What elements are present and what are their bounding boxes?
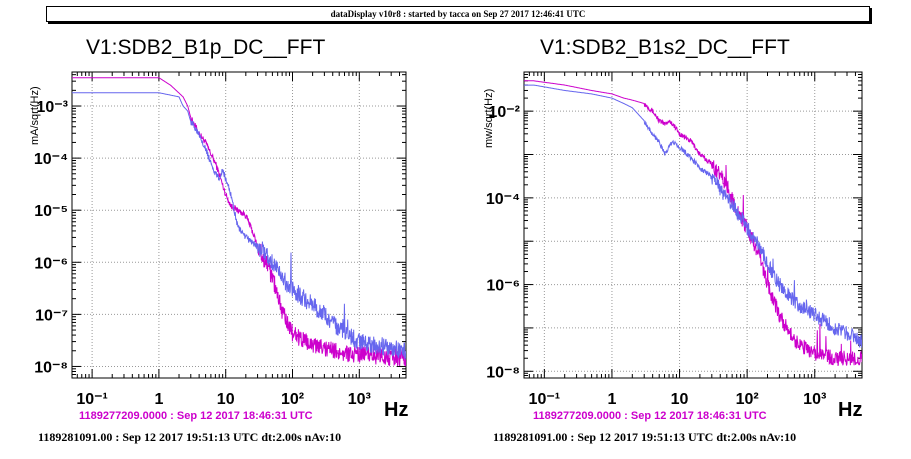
x-tick-label: 10²: [281, 391, 304, 408]
x-axis-label-right: Hz: [838, 399, 862, 421]
x-tick-label: 10²: [736, 391, 759, 408]
x-tick-label: 10⁻¹: [529, 391, 561, 408]
y-axis-label-left: mA/sqrt(Hz): [29, 86, 41, 145]
series-group: [524, 80, 862, 366]
plot-frame: [523, 71, 863, 379]
chart-title-left: V1:SDB2_B1p_DC__FFT: [86, 36, 325, 59]
series-line: [524, 80, 862, 366]
banner: dataDisplay v10r8 : started by tacca on …: [46, 6, 870, 22]
y-tick-label: 10⁻⁶: [34, 255, 68, 272]
y-tick-label: 10⁻⁶: [486, 278, 520, 295]
series-line: [72, 92, 406, 360]
plot-frame: [71, 71, 407, 379]
x-tick-label: 10⁻¹: [76, 391, 108, 408]
series-line: [72, 77, 406, 367]
x-tick-label: 10: [671, 391, 689, 408]
timestamp-reference-right: 1189277209.0000 : Sep 12 2017 18:46:31 U…: [533, 410, 767, 422]
chart-title-right: V1:SDB2_B1s2_DC__FFT: [540, 36, 790, 59]
y-tick-label: 10⁻⁴: [486, 191, 520, 208]
chart-right: 10⁻¹ 1 10 10² 10³ 10⁻⁸ 10⁻⁶ 10⁻⁴ 10⁻²: [486, 71, 863, 408]
y-tick-label: 10⁻⁴: [34, 151, 68, 168]
y-tick-label: 10⁻³: [36, 99, 68, 116]
x-axis-label-left: Hz: [384, 399, 408, 421]
y-tick-label: 10⁻⁷: [35, 307, 68, 324]
x-tick-label: 1: [607, 391, 616, 408]
x-tick-label: 10: [217, 391, 235, 408]
series-line: [524, 84, 862, 349]
chart-left: 10⁻¹ 1 10 10² 10³ 10⁻⁸ 10⁻⁷ 10⁻⁶ 10⁻⁵ 10⁻⁴ 10⁻³: [34, 71, 407, 408]
y-tick-label: 10⁻⁸: [34, 359, 68, 376]
timestamp-current-right: 1189281091.00 : Sep 12 2017 19:51:13 UTC…: [493, 430, 796, 444]
x-tick-label: 1: [154, 391, 163, 408]
y-tick-label: 10⁻⁵: [34, 203, 68, 220]
timestamp-reference-left: 1189277209.0000 : Sep 12 2017 18:46:31 U…: [79, 410, 313, 422]
x-tick-label: 10³: [803, 391, 826, 408]
y-tick-label: 10⁻²: [488, 104, 520, 121]
y-axis-label-right: mw/sqrt(Hz): [483, 89, 495, 148]
x-tick-label: 10³: [348, 391, 371, 408]
series-group: [72, 77, 406, 367]
y-tick-label: 10⁻⁸: [486, 364, 520, 381]
timestamp-current-left: 1189281091.00 : Sep 12 2017 19:51:13 UTC…: [38, 430, 341, 444]
